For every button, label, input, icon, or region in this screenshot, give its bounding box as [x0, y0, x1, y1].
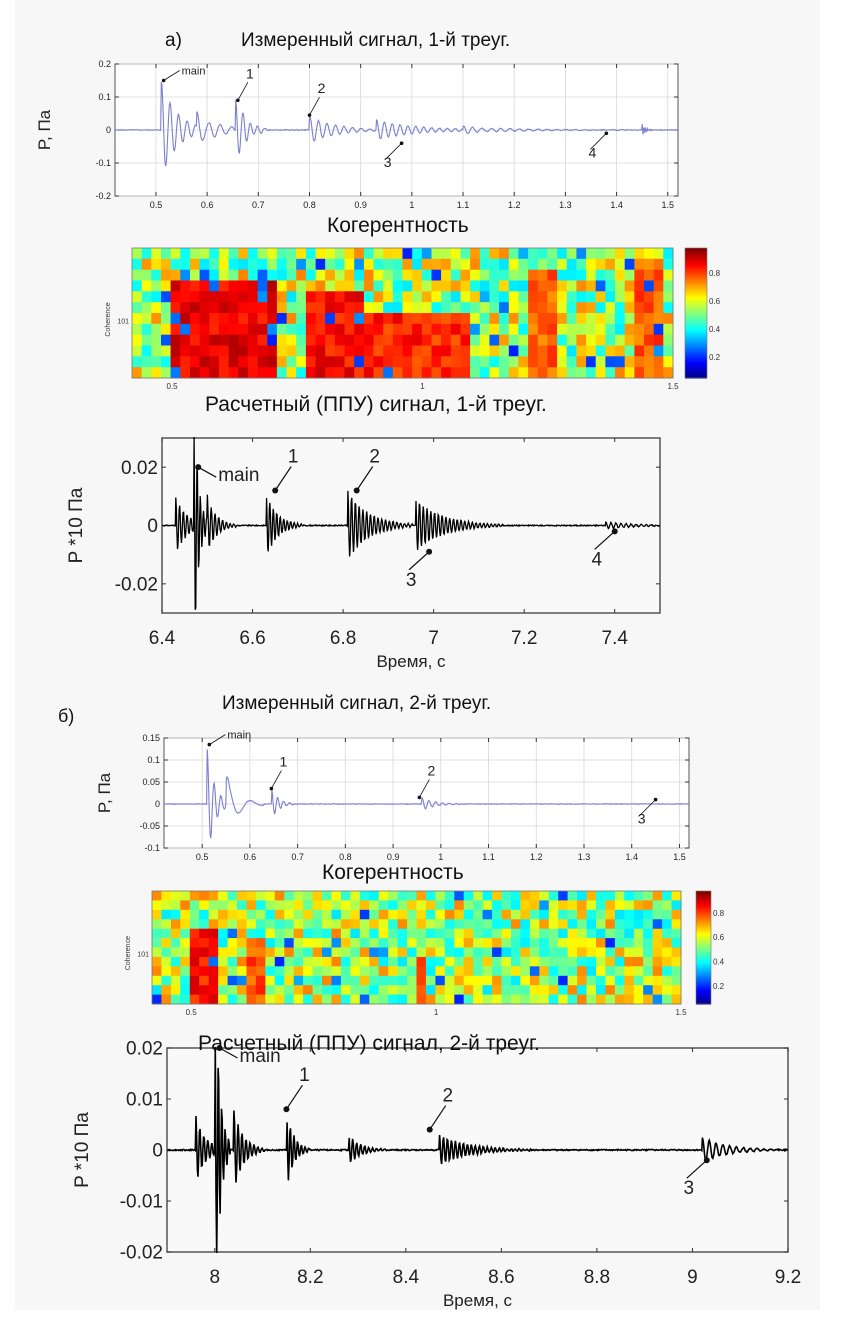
panel-a-measured-title: Измеренный сигнал, 1-й треуг. — [241, 30, 511, 51]
panel-a-label: а) — [165, 30, 182, 51]
panel-a-coherence-title: Когерентность — [327, 214, 469, 237]
panel-a-computed-title: Расчетный (ППУ) сигнал, 1-й треуг. — [205, 393, 547, 416]
panel-b-measured-title: Измеренный сигнал, 2-й треуг. — [222, 693, 492, 714]
panel-b-coherence-title: Когерентность — [322, 861, 464, 884]
panel-b-label: б) — [58, 706, 75, 726]
figure-sheet — [15, 0, 820, 1310]
panel-b-computed-title: Расчетный (ППУ) сигнал, 2-й треуг. — [198, 1032, 540, 1055]
